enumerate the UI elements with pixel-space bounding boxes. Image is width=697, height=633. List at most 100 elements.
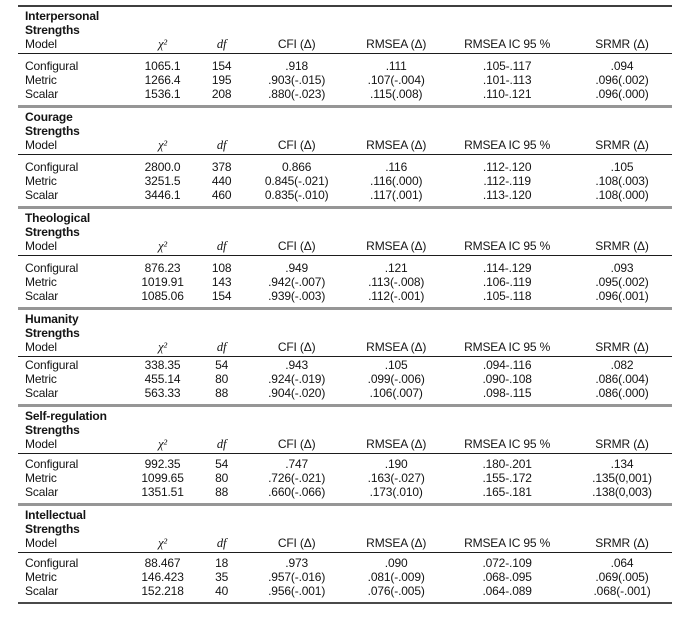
cell-rmsea-ci: .090-.108 xyxy=(482,372,532,386)
column-header-df: df xyxy=(200,340,244,357)
column-header-model: Model xyxy=(18,536,126,553)
cell-df: 208 xyxy=(211,87,232,101)
cell-rmsea: .081(-.009) xyxy=(367,570,425,584)
model-row-configural: Configural 88.467 18 .973 .090 .072-.109… xyxy=(18,553,672,571)
cell-chi-square: 3446.1 xyxy=(144,188,181,202)
cell-srmr: .095(.002) xyxy=(595,275,649,289)
cell-df: 40 xyxy=(215,584,229,598)
cell-df: 154 xyxy=(211,289,232,303)
cell-rmsea: .076(-.005) xyxy=(367,584,425,598)
fit-indices-section-table: Model χ² df CFI (Δ) RMSEA (Δ) RMSEA IC 9… xyxy=(18,138,672,202)
cell-model: Metric xyxy=(25,174,57,188)
cell-srmr: .108(.000) xyxy=(595,188,649,202)
model-row-configural: Configural 338.35 54 .943 .105 .094-.116… xyxy=(18,357,672,373)
model-row-metric: Metric 1099.65 80 .726(-.021) .163(-.027… xyxy=(18,471,672,485)
column-header-rmsea: RMSEA (Δ) xyxy=(350,437,443,454)
section-title: Intellectual Strengths xyxy=(18,508,672,536)
cell-rmsea: .099(-.006) xyxy=(367,372,425,386)
column-header-cfi: CFI (Δ) xyxy=(243,340,351,357)
cell-rmsea-ci: .064-.089 xyxy=(482,584,532,598)
cell-rmsea: .173(.010) xyxy=(369,485,423,499)
section-title-line2: Strengths xyxy=(25,225,80,239)
cell-rmsea-ci: .106-.119 xyxy=(482,275,532,289)
header-row: Model χ² df CFI (Δ) RMSEA (Δ) RMSEA IC 9… xyxy=(18,340,672,357)
header-row: Model χ² df CFI (Δ) RMSEA (Δ) RMSEA IC 9… xyxy=(18,437,672,454)
column-header-srmr: SRMR (Δ) xyxy=(572,239,672,256)
section-title-line2: Strengths xyxy=(25,23,80,37)
fit-indices-section-table: Model χ² df CFI (Δ) RMSEA (Δ) RMSEA IC 9… xyxy=(18,340,672,400)
cell-chi-square: 1266.4 xyxy=(144,73,181,87)
cell-model: Configural xyxy=(25,59,79,73)
column-header-model: Model xyxy=(18,340,126,357)
cell-rmsea-ci: .112-.120 xyxy=(482,160,532,174)
column-header-df: df xyxy=(200,536,244,553)
column-header-rmsea: RMSEA (Δ) xyxy=(350,239,443,256)
column-header-cfi: CFI (Δ) xyxy=(243,138,351,155)
cell-chi-square: 146.423 xyxy=(141,570,184,584)
cell-cfi: .903(-.015) xyxy=(268,73,326,87)
cell-rmsea: .190 xyxy=(384,457,408,471)
cell-chi-square: 2800.0 xyxy=(144,160,181,174)
cell-rmsea: .116 xyxy=(385,160,408,174)
cell-rmsea-ci: .114-.129 xyxy=(482,261,532,275)
cell-cfi: .942(-.007) xyxy=(268,275,326,289)
column-header-rmsea: RMSEA (Δ) xyxy=(350,138,443,155)
model-row-configural: Configural 876.23 108 .949 .121 .114-.12… xyxy=(18,256,672,276)
column-header-model: Model xyxy=(18,239,126,256)
strength-section: Intellectual Strengths Model χ² df CFI (… xyxy=(18,506,672,604)
cell-df: 80 xyxy=(215,372,229,386)
cell-rmsea-ci: .110-.121 xyxy=(482,87,532,101)
cell-rmsea-ci: .072-.109 xyxy=(482,556,532,570)
cell-chi-square: 88.467 xyxy=(144,556,181,570)
cell-srmr: .094 xyxy=(610,59,634,73)
cell-df: 460 xyxy=(211,188,232,202)
cell-model: Scalar xyxy=(25,485,59,499)
cell-chi-square: 1536.1 xyxy=(144,87,181,101)
cell-chi-square: 1019.91 xyxy=(141,275,184,289)
cell-rmsea: .090 xyxy=(384,556,408,570)
cell-rmsea-ci: .113-.120 xyxy=(482,188,532,202)
cell-srmr: .069(.005) xyxy=(595,570,649,584)
column-header-srmr: SRMR (Δ) xyxy=(572,437,672,454)
section-title-line2: Strengths xyxy=(25,326,80,340)
header-row: Model χ² df CFI (Δ) RMSEA (Δ) RMSEA IC 9… xyxy=(18,37,672,54)
model-row-metric: Metric 3251.5 440 0.845(-.021) .116(.000… xyxy=(18,174,672,188)
cell-model: Scalar xyxy=(25,87,59,101)
cell-model: Configural xyxy=(25,457,79,471)
column-header-cfi: CFI (Δ) xyxy=(243,536,351,553)
cell-cfi: .957(-.016) xyxy=(268,570,326,584)
cell-cfi: .660(-.066) xyxy=(268,485,326,499)
cell-rmsea: .112(-.001) xyxy=(368,289,425,303)
column-header-srmr: SRMR (Δ) xyxy=(572,37,672,54)
model-row-scalar: Scalar 3446.1 460 0.835(-.010) .117(.001… xyxy=(18,188,672,202)
cell-chi-square: 338.35 xyxy=(144,358,181,372)
cell-model: Metric xyxy=(25,73,57,87)
cell-srmr: .135(0,001) xyxy=(592,471,652,485)
cell-rmsea: .106(.007) xyxy=(369,386,423,400)
column-header-rmsea-ci: RMSEA IC 95 % xyxy=(442,437,573,454)
cell-model: Configural xyxy=(25,556,79,570)
cell-chi-square: 876.23 xyxy=(144,261,181,275)
cell-rmsea-ci: .105-.118 xyxy=(482,289,532,303)
cell-chi-square: 1351.51 xyxy=(141,485,184,499)
column-header-model: Model xyxy=(18,37,126,54)
cell-model: Configural xyxy=(25,358,79,372)
cell-chi-square: 563.33 xyxy=(144,386,181,400)
fit-indices-section-table: Model χ² df CFI (Δ) RMSEA (Δ) RMSEA IC 9… xyxy=(18,437,672,499)
cell-df: 195 xyxy=(211,73,232,87)
column-header-chi-square: χ² xyxy=(125,437,201,454)
cell-chi-square: 992.35 xyxy=(144,457,181,471)
cell-cfi: 0.866 xyxy=(282,160,312,174)
cell-chi-square: 1099.65 xyxy=(141,471,184,485)
cell-srmr: .096(.000) xyxy=(595,87,649,101)
cell-df: 88 xyxy=(215,485,229,499)
section-title-line1: Self-regulation xyxy=(25,409,107,423)
cell-srmr: .134 xyxy=(610,457,634,471)
cell-cfi: .939(-.003) xyxy=(268,289,326,303)
column-header-rmsea: RMSEA (Δ) xyxy=(350,340,443,357)
header-row: Model χ² df CFI (Δ) RMSEA (Δ) RMSEA IC 9… xyxy=(18,239,672,256)
header-row: Model χ² df CFI (Δ) RMSEA (Δ) RMSEA IC 9… xyxy=(18,536,672,553)
cell-rmsea-ci: .101-.113 xyxy=(482,73,532,87)
cell-model: Scalar xyxy=(25,386,59,400)
column-header-rmsea: RMSEA (Δ) xyxy=(350,536,443,553)
